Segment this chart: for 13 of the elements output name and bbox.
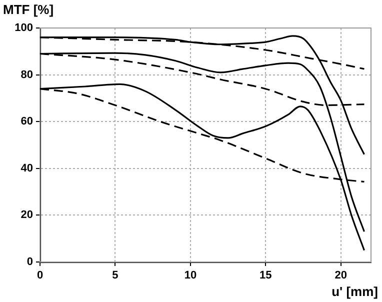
x-tick-label: 10 [184,270,197,282]
y-tick-label: 20 [20,209,33,222]
y-tick-label: 60 [20,116,33,128]
y-axis-title: MTF [%] [3,2,54,18]
x-tick-label: 5 [112,270,118,282]
y-tick-label: 40 [20,162,33,174]
x-tick-label: 15 [260,270,272,282]
x-tick-label: 0 [36,270,44,282]
y-tick-label: 80 [20,68,33,81]
y-tick-label: 100 [14,22,33,34]
x-tick-label: 20 [334,270,348,282]
y-tick-label: 0 [26,256,33,268]
x-axis-title: u' [mm] [332,284,378,300]
